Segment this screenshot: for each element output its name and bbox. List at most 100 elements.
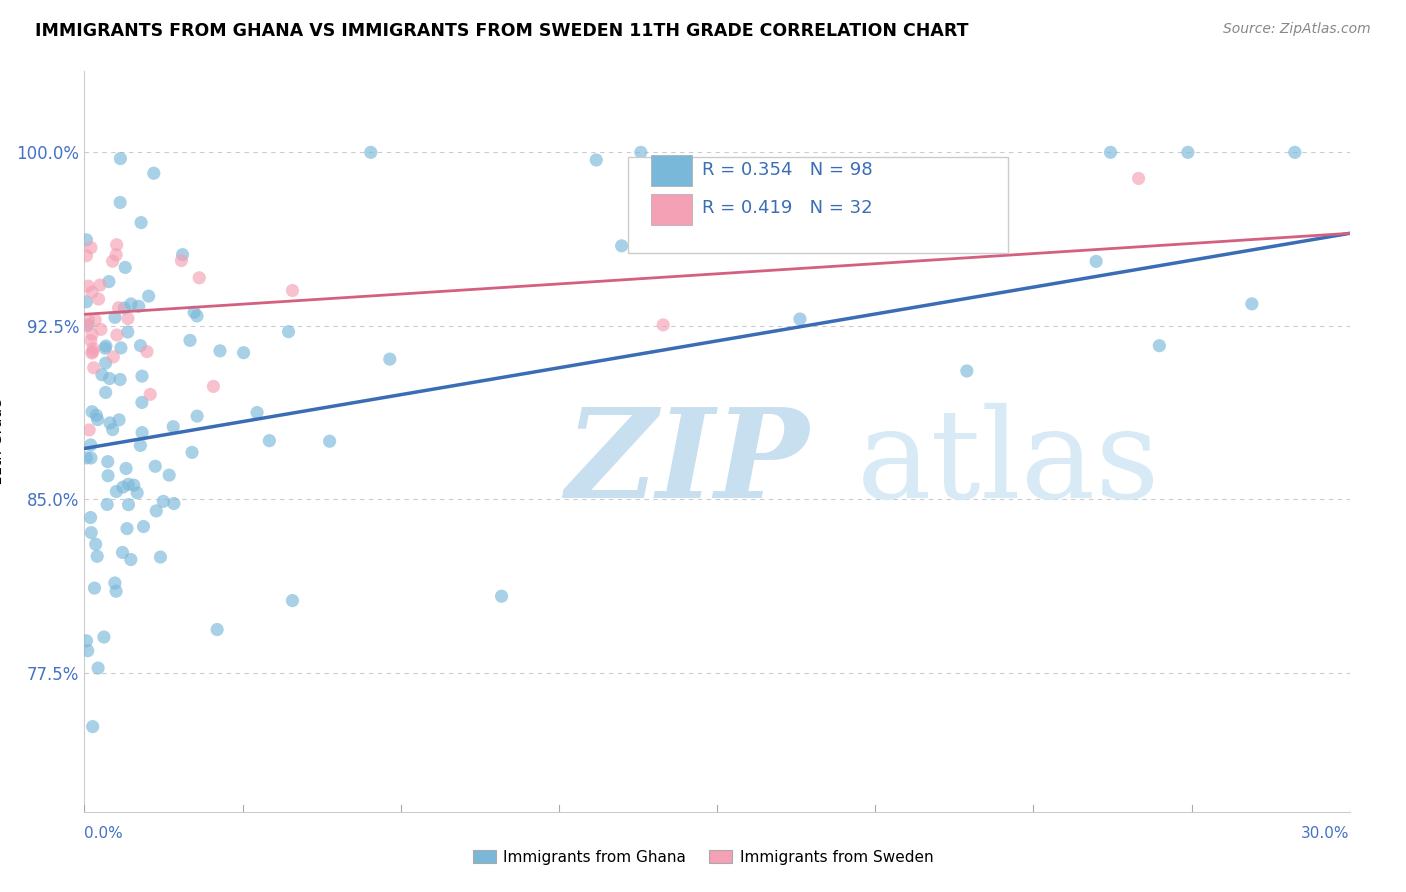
Point (129, 438, 152, 452)
Text: 0.0%: 0.0% (84, 826, 124, 840)
Point (281, 284, 304, 298)
Point (127, 485, 149, 500)
Point (97, 468, 120, 483)
Point (114, 260, 136, 275)
Point (105, 328, 128, 343)
Point (93, 630, 115, 644)
Point (117, 311, 139, 326)
Point (117, 498, 139, 512)
FancyBboxPatch shape (651, 155, 692, 186)
Point (76, 233, 98, 247)
Point (80, 405, 103, 419)
Point (149, 549, 172, 564)
Point (77, 423, 100, 437)
Point (105, 484, 128, 499)
Point (956, 364, 979, 378)
Point (96, 498, 118, 512)
Point (129, 216, 152, 230)
Point (79, 510, 101, 524)
Point (1284, 145, 1306, 160)
Point (97, 455, 120, 469)
Point (170, 253, 193, 268)
Point (98, 416, 121, 430)
Point (1177, 145, 1199, 160)
Point (80, 346, 103, 360)
Point (1149, 339, 1171, 353)
Point (82, 342, 104, 356)
Point (76, 633, 98, 648)
Point (183, 305, 205, 319)
Point (111, 545, 134, 559)
Point (117, 477, 139, 491)
Point (77, 313, 100, 327)
Point (188, 270, 211, 285)
Point (103, 350, 125, 364)
Point (652, 318, 675, 332)
Point (232, 345, 254, 359)
Point (132, 519, 155, 533)
Point (120, 552, 142, 566)
Point (76, 318, 98, 333)
Point (117, 325, 139, 339)
FancyBboxPatch shape (651, 194, 692, 225)
Point (789, 312, 811, 326)
Point (138, 289, 160, 303)
Point (77, 279, 100, 293)
Point (105, 237, 128, 252)
Point (1240, 297, 1263, 311)
Point (76, 294, 98, 309)
Point (186, 309, 208, 323)
Point (259, 434, 281, 448)
Point (131, 425, 153, 440)
Point (142, 166, 165, 180)
Point (145, 504, 167, 518)
Point (585, 153, 607, 167)
Point (80, 334, 103, 348)
Point (101, 423, 124, 437)
Point (90, 322, 112, 336)
Point (76, 249, 98, 263)
Point (136, 344, 159, 359)
Point (97, 275, 120, 289)
Point (87, 661, 110, 675)
Point (143, 459, 166, 474)
Text: ZIP: ZIP (565, 403, 808, 524)
FancyBboxPatch shape (628, 156, 1008, 252)
Point (1085, 254, 1108, 268)
Point (76, 450, 98, 465)
Text: IMMIGRANTS FROM GHANA VS IMMIGRANTS FROM SWEDEN 11TH GRADE CORRELATION CHART: IMMIGRANTS FROM GHANA VS IMMIGRANTS FROM… (35, 22, 969, 40)
Point (120, 297, 142, 311)
Point (80, 241, 103, 255)
Point (105, 248, 128, 262)
Point (82, 720, 104, 734)
Point (108, 413, 131, 427)
Point (162, 419, 184, 434)
Point (115, 461, 138, 475)
Point (80, 450, 103, 465)
Point (110, 341, 132, 355)
Point (80, 525, 103, 540)
Point (202, 379, 225, 393)
Point (104, 310, 127, 325)
Point (110, 152, 132, 166)
Point (80, 285, 103, 299)
Point (83, 581, 105, 595)
Point (115, 522, 138, 536)
Point (86, 549, 108, 564)
Point (76, 644, 98, 658)
Point (94, 385, 117, 400)
Point (79, 438, 101, 452)
Point (94, 341, 117, 355)
Point (112, 301, 135, 315)
Text: Source: ZipAtlas.com: Source: ZipAtlas.com (1223, 22, 1371, 37)
Point (491, 589, 513, 603)
Point (186, 409, 208, 424)
Point (86, 409, 108, 423)
Point (86, 412, 108, 426)
Point (152, 494, 174, 508)
Point (131, 395, 153, 409)
Point (157, 468, 180, 483)
Text: atlas: atlas (856, 403, 1160, 524)
Point (610, 239, 633, 253)
Point (360, 145, 382, 160)
